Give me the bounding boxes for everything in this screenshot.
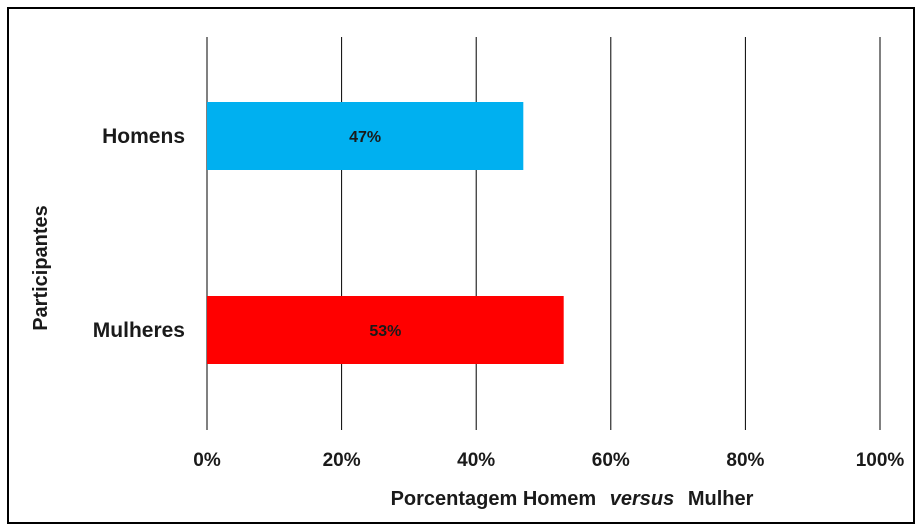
chart-frame: [7, 7, 915, 524]
x-tick-label: 100%: [856, 450, 905, 471]
x-axis-title-part2: Mulher: [688, 488, 754, 510]
bars: [207, 102, 564, 364]
category-label: Homens: [102, 125, 185, 148]
x-tick-label: 0%: [193, 450, 221, 471]
x-tick-label: 60%: [592, 450, 630, 471]
data-label: 47%: [349, 129, 381, 146]
labels: 0% 20% 40% 60% 80% 100% 47% Homens 53% Mulheres: [93, 125, 905, 471]
category-label: Mulheres: [93, 319, 185, 342]
data-label: 53%: [369, 323, 401, 340]
bar-mulheres: [207, 296, 564, 364]
x-tick-label: 80%: [726, 450, 764, 471]
x-tick-label: 20%: [323, 450, 361, 471]
gridlines: [206, 37, 881, 430]
x-axis-title-part1: Porcentagem Homem: [391, 488, 597, 510]
x-axis-title-italic: versus: [610, 488, 675, 510]
bar-homens: [207, 102, 524, 170]
y-axis-title: Participantes: [30, 205, 52, 331]
x-tick-label: 40%: [457, 450, 495, 471]
x-axis-title: Porcentagem Homem versus Mulher: [391, 488, 754, 510]
